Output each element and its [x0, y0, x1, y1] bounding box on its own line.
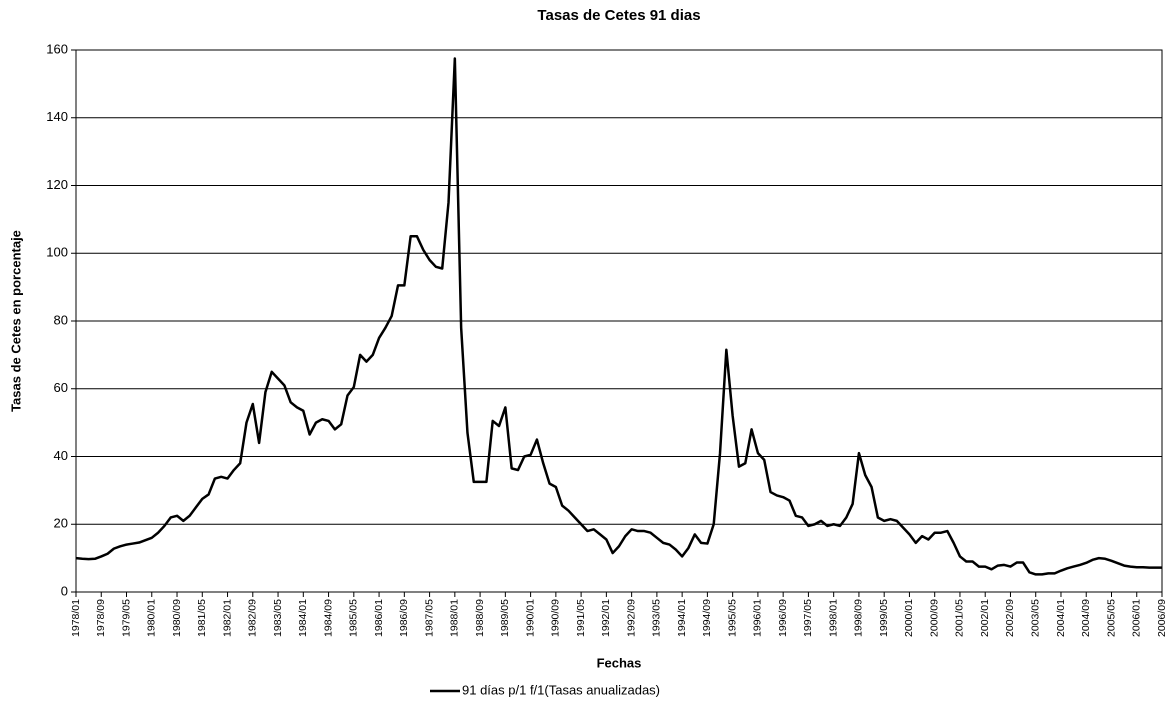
x-tick-label: 1985/05	[348, 599, 360, 637]
x-tick-label: 2000/09	[928, 599, 940, 637]
legend-label: 91 días p/1 f/1(Tasas anualizadas)	[462, 682, 660, 697]
y-axis-title: Tasas de Cetes en porcentaje	[8, 230, 23, 412]
x-tick-label: 1994/01	[676, 599, 688, 637]
x-axis-title: Fechas	[597, 655, 642, 670]
x-tick-label: 1988/09	[474, 599, 486, 637]
y-tick-label: 40	[54, 448, 68, 463]
x-tick-label: 1990/09	[550, 599, 562, 637]
x-tick-label: 1979/05	[120, 599, 132, 637]
x-tick-label: 2001/05	[954, 599, 966, 637]
chart-title: Tasas de Cetes 91 dias	[537, 7, 700, 24]
x-tick-label: 1984/09	[322, 599, 334, 637]
x-tick-label: 1983/05	[272, 599, 284, 637]
x-tick-label: 1989/05	[499, 599, 511, 637]
x-tick-label: 1986/09	[398, 599, 410, 637]
y-tick-label: 140	[46, 109, 68, 124]
x-tick-label: 1986/01	[373, 599, 385, 637]
y-tick-label: 20	[54, 516, 68, 531]
x-tick-label: 1980/09	[171, 599, 183, 637]
y-tick-label: 160	[46, 41, 68, 56]
x-tick-label: 1982/09	[247, 599, 259, 637]
x-tick-label: 1988/01	[449, 599, 461, 637]
x-tick-label: 1996/09	[777, 599, 789, 637]
x-tick-label: 1992/09	[625, 599, 637, 637]
y-tick-label: 0	[61, 583, 68, 598]
x-tick-label: 2002/01	[979, 599, 991, 637]
x-tick-label: 2006/09	[1156, 599, 1167, 637]
x-tick-label: 1999/05	[878, 599, 890, 637]
x-tick-label: 1996/01	[752, 599, 764, 637]
x-tick-label: 1997/05	[802, 599, 814, 637]
x-tick-label: 1980/01	[146, 599, 158, 637]
x-tick-label: 1984/01	[297, 599, 309, 637]
x-tick-label: 2006/01	[1131, 599, 1143, 637]
x-tick-label: 1982/01	[221, 599, 233, 637]
x-tick-label: 2000/01	[903, 599, 915, 637]
x-tick-label: 1995/05	[726, 599, 738, 637]
plot-frame	[75, 49, 1163, 593]
x-tick-label: 1993/05	[651, 599, 663, 637]
x-tick-label: 2005/05	[1105, 599, 1117, 637]
x-tick-label: 2002/09	[1004, 599, 1016, 637]
x-tick-label: 1994/09	[701, 599, 713, 637]
line-series	[75, 57, 1162, 576]
x-tick-label: 1978/09	[95, 599, 107, 637]
x-tick-label: 2004/01	[1055, 599, 1067, 637]
x-tick-label: 1987/05	[423, 599, 435, 637]
x-tick-label: 1990/01	[524, 599, 536, 637]
y-tick-label: 80	[54, 312, 68, 327]
y-tick-label: 100	[46, 245, 68, 260]
x-tick-label: 1998/01	[827, 599, 839, 637]
x-tick-label: 2003/05	[1030, 599, 1042, 637]
x-tick-label: 1978/01	[70, 599, 82, 637]
x-tick-label: 1992/01	[600, 599, 612, 637]
x-tick-label: 1998/09	[853, 599, 865, 637]
x-tick-label: 1981/05	[196, 599, 208, 637]
y-tick-label: 120	[46, 177, 68, 192]
x-tick-label: 2004/09	[1080, 599, 1092, 637]
y-tick-label: 60	[54, 380, 68, 395]
x-tick-label: 1991/05	[575, 599, 587, 637]
